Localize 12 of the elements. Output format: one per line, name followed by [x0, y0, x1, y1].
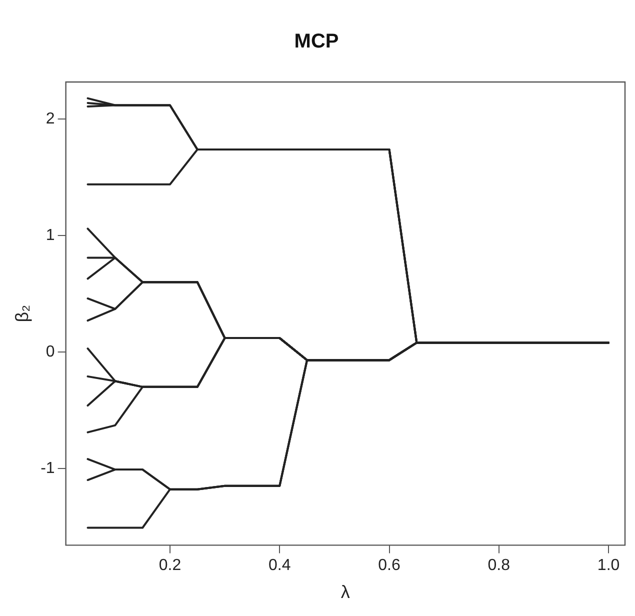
x-tick-label: 1.0 — [597, 557, 620, 574]
y-tick-label: 2 — [46, 110, 55, 128]
x-tick-label: 0.6 — [378, 557, 400, 574]
x-tick-label: 0.4 — [268, 557, 291, 574]
chart-title: MCP — [294, 30, 339, 53]
y-axis-title: β₂ — [12, 304, 32, 322]
y-tick-label: -1 — [40, 460, 55, 477]
x-tick-label: 0.8 — [488, 557, 510, 574]
y-tick-label: 0 — [46, 343, 55, 360]
y-tick-label: 1 — [46, 227, 55, 244]
x-tick-label: 0.2 — [158, 557, 182, 574]
x-axis-title: λ — [340, 582, 350, 602]
